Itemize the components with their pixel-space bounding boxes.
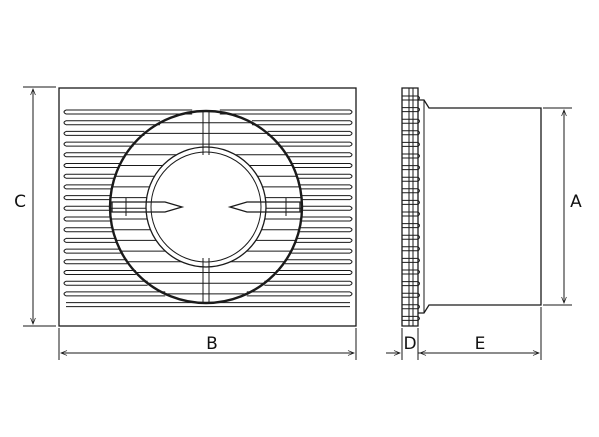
dimension-c: C: [12, 86, 56, 327]
louver-slat: [63, 195, 353, 201]
louver-slat: [63, 248, 353, 254]
louver-slat: [63, 259, 353, 265]
side-slat: [402, 165, 420, 171]
dimension-a: A: [543, 107, 582, 306]
side-slat: [402, 246, 420, 252]
side-view: [401, 87, 542, 327]
side-slat: [402, 269, 420, 275]
bottom-mount-tab: [202, 258, 210, 302]
side-slat: [402, 211, 420, 217]
side-slat: [402, 141, 420, 147]
louver-slat: [63, 163, 353, 168]
louver-slat: [63, 227, 353, 233]
front-view: [58, 87, 357, 327]
grille-louvers: [63, 109, 353, 308]
front-panel-outline: [58, 87, 357, 327]
side-louver-slats: [402, 95, 420, 321]
right-arm: [227, 198, 301, 216]
side-slat: [402, 118, 420, 124]
side-slat: [402, 223, 420, 229]
grille-outer-ring: [108, 109, 304, 305]
louver-slat: [63, 130, 353, 136]
louver-slat: [63, 109, 353, 115]
duct-spigot: [418, 99, 542, 314]
side-slat: [402, 153, 420, 159]
left-arm: [111, 198, 185, 216]
dimension-e: E: [419, 307, 542, 360]
louver-slat: [63, 141, 353, 147]
louver-slat: [63, 280, 353, 286]
top-mount-tab: [202, 112, 210, 155]
louver-slat: [63, 216, 353, 222]
louver-slat: [63, 205, 353, 211]
dimension-e-label: E: [475, 334, 486, 354]
side-slat: [402, 130, 420, 136]
side-slat: [402, 107, 420, 113]
side-slat: [402, 257, 420, 263]
side-slat: [402, 304, 420, 310]
louver-slat: [63, 120, 353, 126]
side-slat: [402, 234, 420, 240]
louver-slat: [63, 173, 353, 179]
side-slat: [402, 95, 420, 101]
dimension-c-label: C: [14, 192, 26, 212]
dimension-d: D: [386, 328, 420, 360]
louver-slat: [63, 184, 353, 190]
dimension-a-label: A: [570, 192, 582, 212]
dimension-d-label: D: [403, 334, 416, 354]
side-slat: [402, 292, 420, 298]
side-slat: [402, 188, 420, 194]
ring-bars: [110, 122, 302, 295]
side-slat: [402, 315, 420, 321]
louver-slat: [63, 237, 353, 243]
side-slat: [402, 199, 420, 205]
louver-slat: [63, 152, 353, 158]
louver-slat: [63, 270, 353, 275]
grille-inner-ring: [145, 146, 267, 268]
side-slat: [402, 176, 420, 182]
dimension-b: B: [58, 328, 357, 360]
hub-ring: [150, 151, 262, 263]
louver-slat: [63, 291, 353, 297]
dimension-b-label: B: [206, 334, 218, 354]
side-slat: [402, 281, 420, 287]
